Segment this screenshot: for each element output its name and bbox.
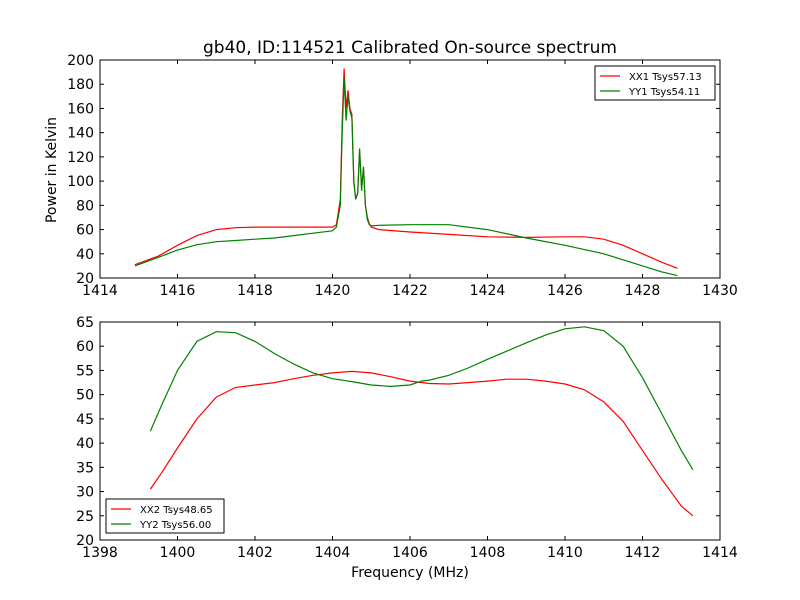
- y-tick-label: 20: [76, 533, 94, 549]
- legend-entry: YY1 Tsys54.11: [628, 87, 700, 98]
- series-line-xx2: [149, 370, 694, 517]
- y-tick-label: 65: [76, 315, 94, 331]
- x-tick-label: 1422: [392, 283, 428, 299]
- y-tick-label: 80: [76, 198, 94, 214]
- y-tick-label: 30: [76, 485, 94, 501]
- x-tick-label: 1406: [392, 545, 428, 561]
- y-tick-label: 25: [76, 509, 94, 525]
- bottom-panel: 1398 1400 1402 1404 1406 1408 1410 1412 1414 20 25…: [76, 315, 738, 561]
- chart-title: gb40, ID:114521 Calibrated On-source spe…: [203, 38, 617, 58]
- legend-box: [105, 498, 225, 534]
- legend-entry: XX2 Tsys48.65: [140, 505, 213, 516]
- x-tick-label: 1398: [82, 545, 118, 561]
- x-tick-label: 1410: [547, 545, 583, 561]
- y-tick-label: 60: [76, 223, 94, 239]
- x-tick-label: 1408: [470, 545, 506, 561]
- y-tick-label: 100: [67, 174, 94, 190]
- x-tick-label: 1400: [160, 545, 196, 561]
- x-axis-label: Frequency (MHz): [351, 565, 469, 581]
- y-tick-label: 200: [67, 53, 94, 69]
- y-axis-label: Power in Kelvin: [44, 117, 60, 223]
- y-tick-label: 50: [76, 388, 94, 404]
- y-tick-label: 35: [76, 460, 94, 476]
- legend-entry: YY2 Tsys56.00: [139, 520, 211, 531]
- x-tick-label: 1404: [315, 545, 351, 561]
- y-tick-label: 40: [76, 436, 94, 452]
- x-tick-label: 1418: [237, 283, 273, 299]
- x-tick-label: 1420: [315, 283, 351, 299]
- legend-entry: XX1 Tsys57.13: [629, 72, 702, 83]
- x-tick-label: 1428: [625, 283, 661, 299]
- y-tick-label: 45: [76, 412, 94, 428]
- x-tick-label: 1414: [702, 545, 738, 561]
- y-tick-label: 20: [76, 271, 94, 287]
- y-tick-label: 160: [67, 101, 94, 117]
- x-tick-label: 1426: [547, 283, 583, 299]
- x-tick-label: 1412: [625, 545, 661, 561]
- y-tick-label: 55: [76, 363, 94, 379]
- legend: XX1 Tsys57.13 YY1 Tsys54.11: [594, 65, 716, 101]
- series-line-yy2: [149, 326, 694, 471]
- x-tick-label: 1414: [82, 283, 118, 299]
- legend-box: [594, 65, 716, 101]
- x-tick-label: 1430: [702, 283, 738, 299]
- x-tick-label: 1416: [160, 283, 196, 299]
- y-tick-label: 40: [76, 247, 94, 263]
- y-tick-label: 140: [67, 126, 94, 142]
- x-tick-label: 1424: [470, 283, 506, 299]
- series-line-yy1: [134, 78, 678, 277]
- x-tick-label: 1402: [237, 545, 273, 561]
- legend: XX2 Tsys48.65 YY2 Tsys56.00: [105, 498, 225, 534]
- y-tick-label: 60: [76, 339, 94, 355]
- y-tick-label: 180: [67, 77, 94, 93]
- y-tick-label: 120: [67, 150, 94, 166]
- top-panel: 1414 1416 1418 1420 1422 1424 1426 1428 1430 20 40…: [67, 53, 738, 299]
